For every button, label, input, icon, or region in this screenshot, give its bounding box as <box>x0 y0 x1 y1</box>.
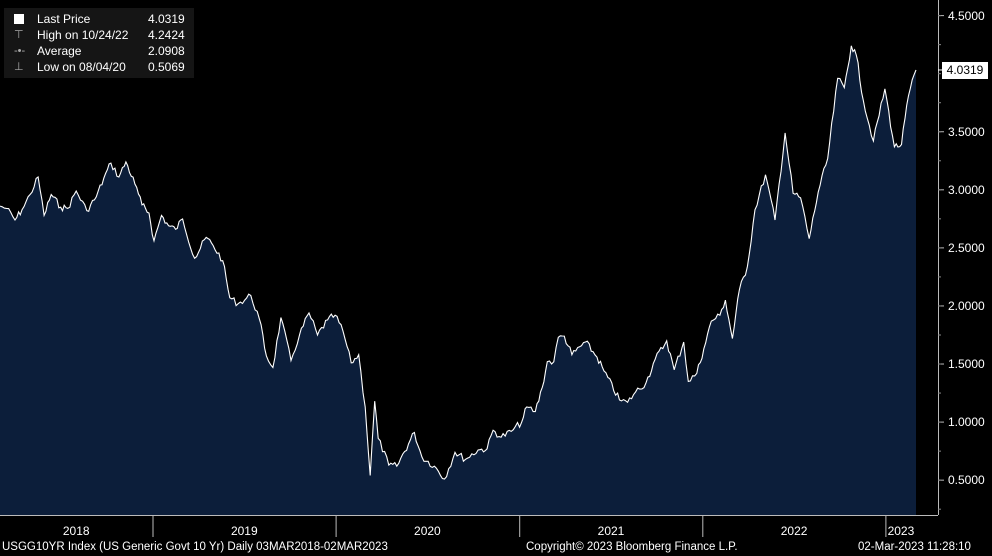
x-tick-label: 2019 <box>230 524 258 538</box>
last-price-badge: 4.0319 <box>942 61 988 79</box>
x-tick-label: 2021 <box>597 524 625 538</box>
footer-timestamp: 02-Mar-2023 11:28:10 <box>858 541 971 553</box>
legend-label: Average <box>37 44 82 58</box>
y-tick-label: 2.5000 <box>948 240 985 255</box>
x-tick-label: 2020 <box>414 524 441 538</box>
x-tick-label: 2022 <box>780 524 808 538</box>
legend-label: High on 10/24/22 <box>37 28 129 42</box>
y-tick-label: 3.0000 <box>948 182 985 197</box>
y-tick-label: 3.5000 <box>948 124 985 139</box>
x-tick-label: 2023 <box>887 524 915 538</box>
x-tick-label: 2018 <box>62 524 90 538</box>
average-line-icon: -•- <box>14 45 26 57</box>
legend-value: 0.5069 <box>148 60 185 74</box>
footer-security-info: USGG10YR Index (US Generic Govt 10 Yr) D… <box>2 541 388 553</box>
y-tick-label: 1.0000 <box>948 415 985 430</box>
high-marker-icon: ⊤ <box>14 29 24 41</box>
legend-label: Low on 08/04/20 <box>37 60 126 74</box>
legend-value: 4.0319 <box>148 12 185 26</box>
axes <box>0 0 944 537</box>
plot-area <box>0 45 917 516</box>
footer-copyright: Copyright© 2023 Bloomberg Finance L.P. <box>526 541 738 553</box>
legend: Last Price 4.0319 ⊤ High on 10/24/22 4.2… <box>4 8 194 78</box>
series-area-fill <box>0 45 916 516</box>
legend-value: 2.0908 <box>148 44 185 58</box>
filled-square-icon <box>14 14 24 24</box>
legend-value: 4.2424 <box>148 28 185 42</box>
y-tick-label: 4.5000 <box>948 8 985 23</box>
legend-label: Last Price <box>37 12 91 26</box>
low-marker-icon: ⊥ <box>14 61 24 73</box>
y-tick-label: 1.5000 <box>948 357 985 372</box>
y-tick-label: 2.0000 <box>948 298 985 313</box>
y-tick-label: 0.5000 <box>948 473 985 488</box>
series-line-last-price <box>0 45 917 480</box>
